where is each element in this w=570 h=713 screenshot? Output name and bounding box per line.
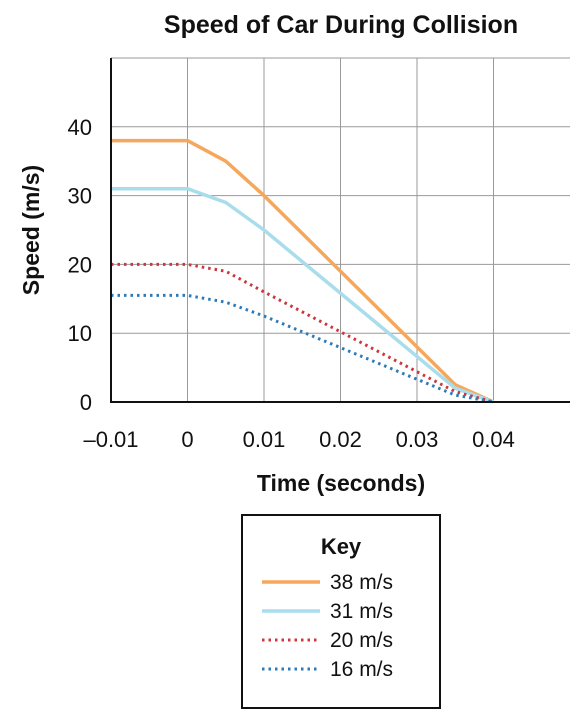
- legend: Key 38 m/s 31 m/s 20 m/s 16 m/s: [241, 514, 441, 709]
- x-tick-label: –0.01: [83, 427, 138, 452]
- x-tick-label: 0.02: [319, 427, 362, 452]
- y-tick-label: 0: [80, 390, 92, 415]
- legend-label-1: 38 m/s: [330, 571, 393, 594]
- series-group: [111, 138, 495, 404]
- axes: –0.01 0 0.01 0.02 0.03 0.04 0 10 20 30 40: [68, 58, 570, 452]
- grid: [111, 57, 570, 402]
- y-axis-label: Speed (m/s): [18, 165, 44, 295]
- y-tick-label: 20: [68, 252, 92, 277]
- legend-label-2: 31 m/s: [330, 600, 393, 623]
- series-line-2: [111, 186, 495, 404]
- x-tick-label: 0.04: [472, 427, 515, 452]
- y-tick-label: 10: [68, 321, 92, 346]
- legend-label-3: 20 m/s: [330, 629, 393, 652]
- legend-items: 38 m/s 31 m/s 20 m/s 16 m/s: [262, 571, 393, 681]
- x-axis-label: Time (seconds): [257, 470, 425, 496]
- y-tick-label: 30: [68, 184, 92, 209]
- legend-label-4: 16 m/s: [330, 658, 393, 681]
- legend-title: Key: [321, 534, 362, 559]
- series-line-1: [111, 138, 495, 404]
- series-line-3: [111, 262, 494, 404]
- y-tick-label: 40: [68, 115, 92, 140]
- chart-title: Speed of Car During Collision: [164, 11, 518, 39]
- x-tick-label: 0.03: [396, 427, 439, 452]
- x-tick-label: 0: [181, 427, 193, 452]
- x-tick-label: 0.01: [243, 427, 286, 452]
